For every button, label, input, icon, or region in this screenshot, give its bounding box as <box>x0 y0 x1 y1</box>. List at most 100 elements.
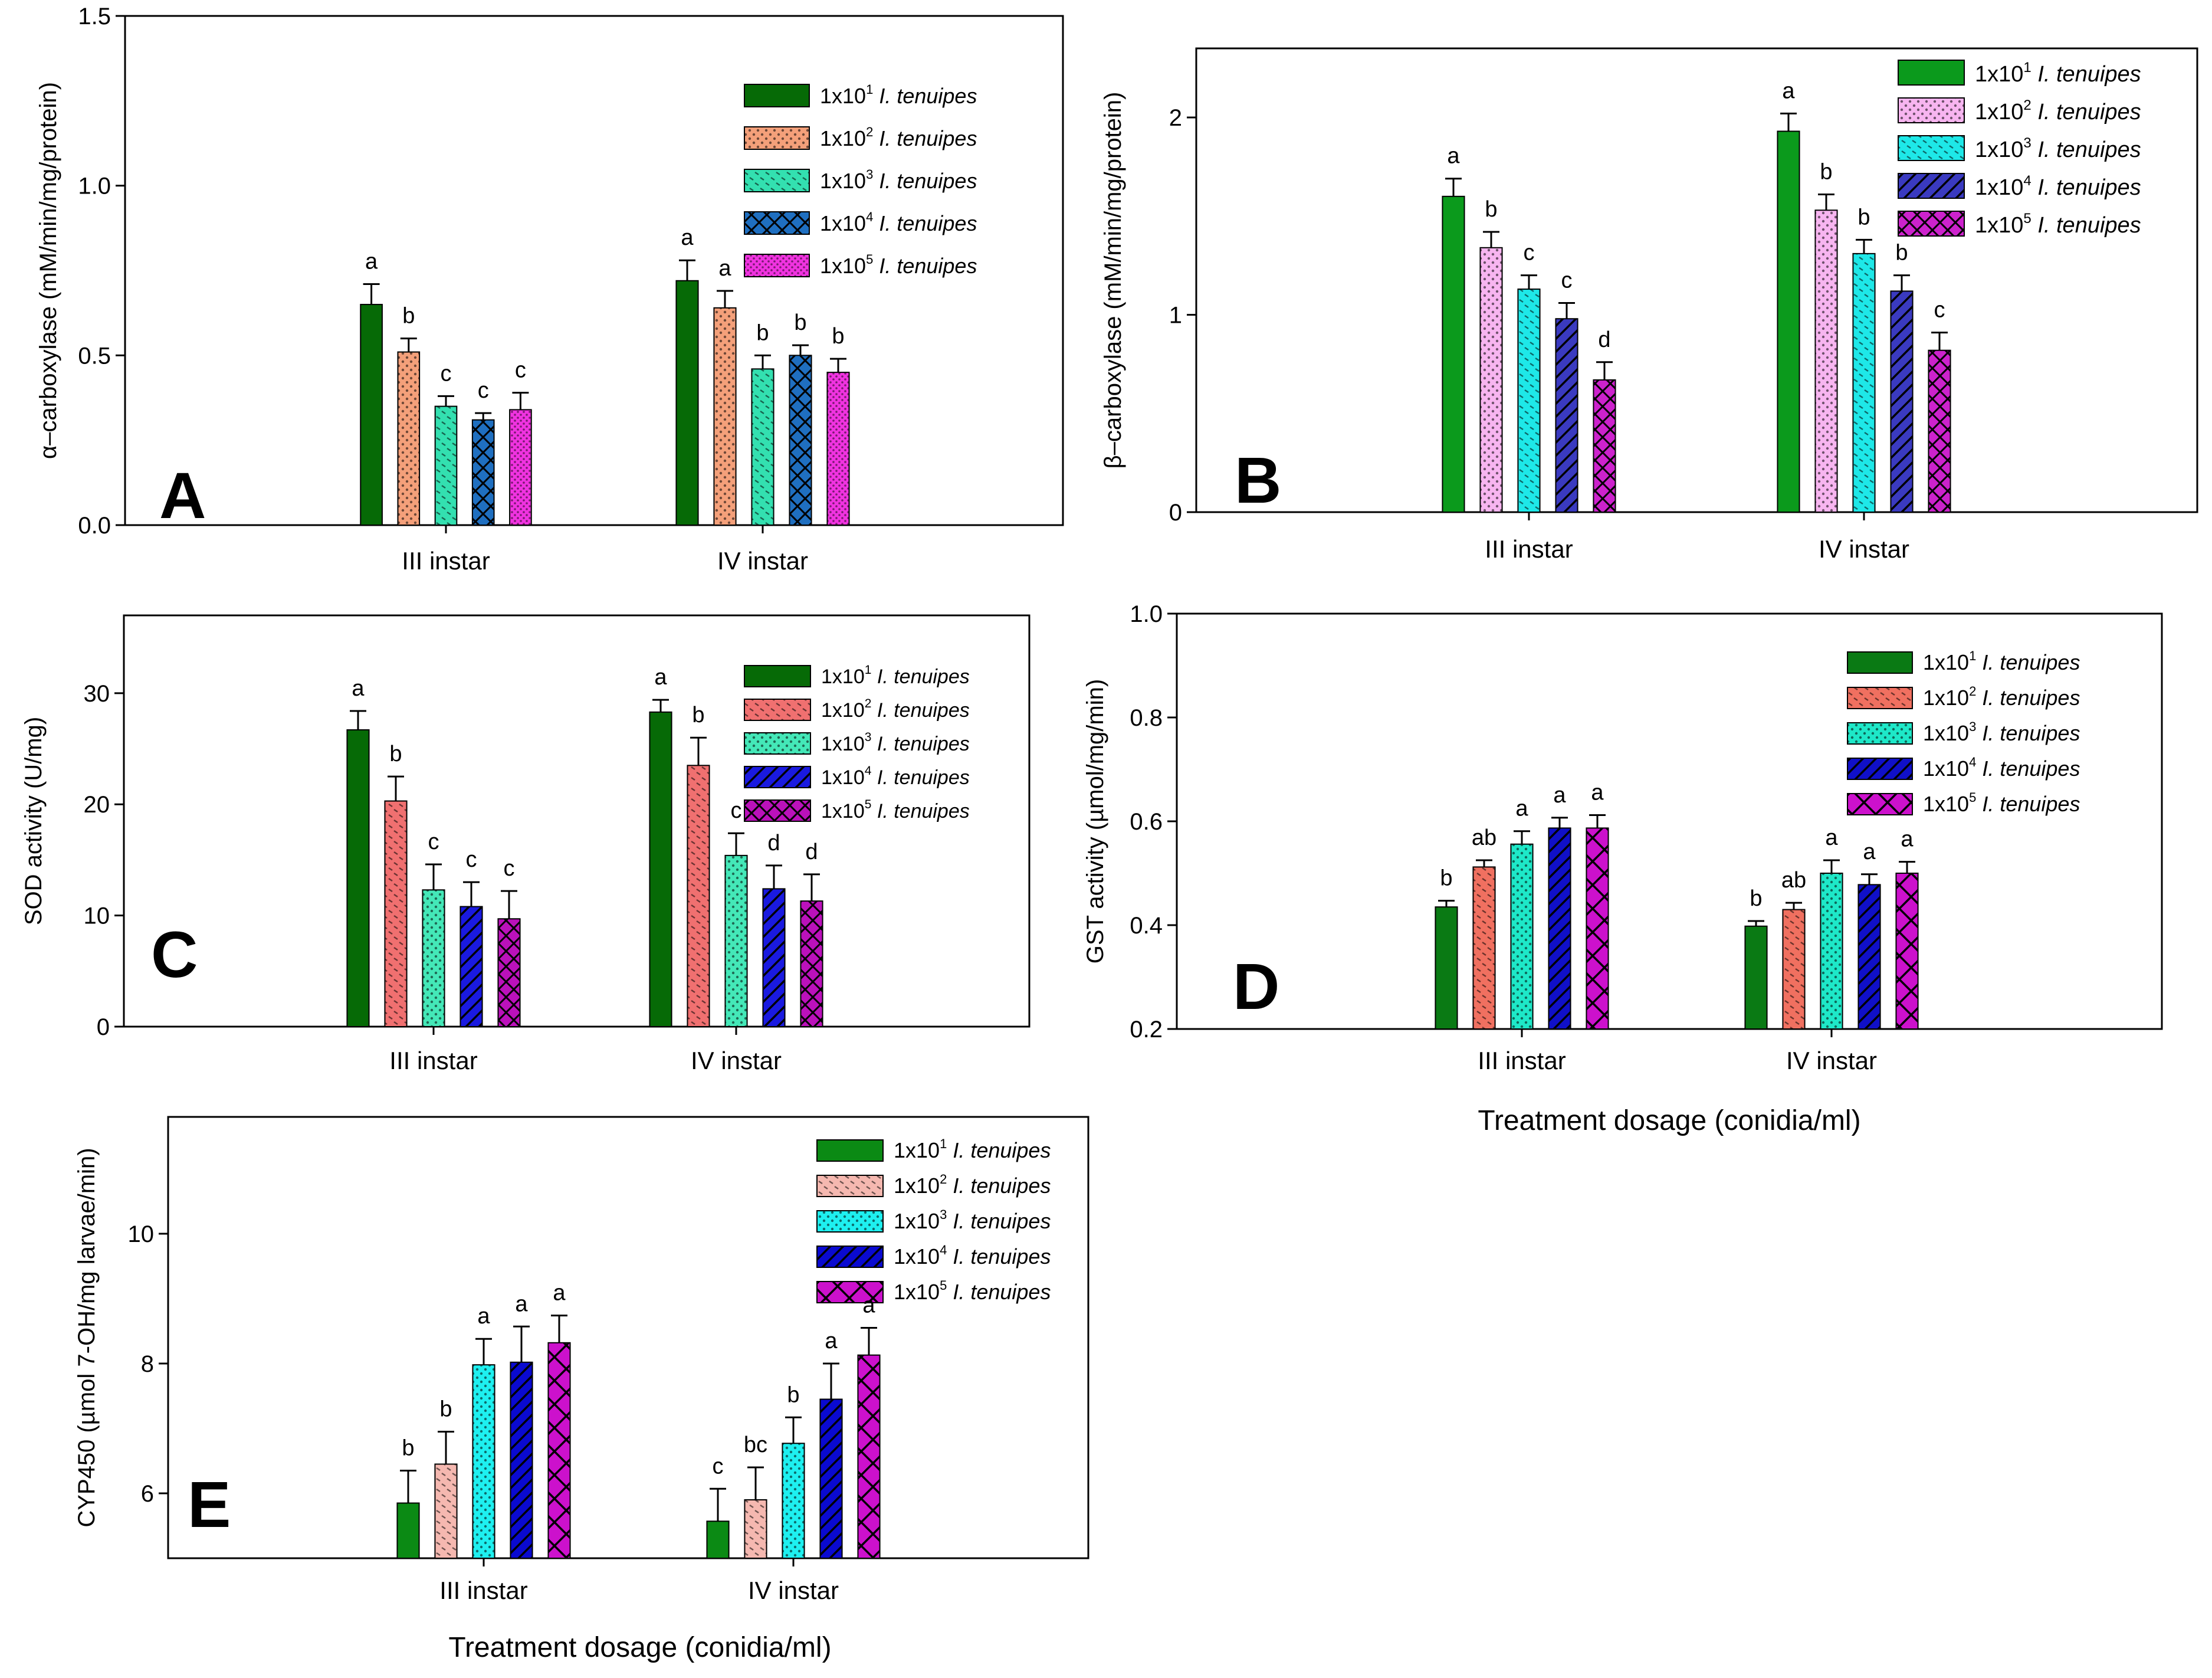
significance-letter: c <box>1934 298 1945 323</box>
legend-label: 1x103 I. tenuipes <box>820 167 977 193</box>
x-category-label: IV instar <box>691 1047 782 1074</box>
bar-pattern <box>1480 247 1502 512</box>
bar <box>675 280 699 526</box>
significance-letter: b <box>692 703 704 727</box>
significance-letter: b <box>1895 241 1908 266</box>
significance-letter: c <box>428 830 439 854</box>
bar-pattern <box>498 919 520 1027</box>
legend-label: 1x102 I. tenuipes <box>1975 97 2141 124</box>
significance-letter: c <box>713 1454 724 1479</box>
significance-letter: a <box>1863 840 1876 864</box>
bar-pattern <box>1593 379 1616 512</box>
bar-pattern <box>744 1500 767 1558</box>
bar <box>706 1520 730 1559</box>
legend-label: 1x102 I. tenuipes <box>1923 684 2080 710</box>
legend-swatch-pattern <box>1898 173 1964 198</box>
significance-letter: b <box>787 1382 799 1407</box>
y-tick-label: 1 <box>1169 303 1182 329</box>
significance-letter: b <box>1485 197 1497 222</box>
bar-pattern <box>1783 909 1805 1029</box>
legend-swatch-pattern <box>744 766 810 788</box>
y-axis-label: β–carboxylase (mM/min/mg/protein) <box>1100 92 1126 469</box>
significance-letter: b <box>389 742 402 766</box>
bar-pattern <box>751 369 774 525</box>
bar-pattern <box>435 406 457 525</box>
bar <box>346 729 370 1028</box>
bar-pattern <box>858 1355 880 1558</box>
bar-pattern <box>1555 319 1578 512</box>
legend-label: 1x102 I. tenuipes <box>821 697 970 722</box>
bar-pattern <box>472 1365 495 1558</box>
legend: 1x101 I. tenuipes 1x102 I. tenuipes 1x103 … <box>744 82 977 278</box>
significance-letter: a <box>1901 827 1914 852</box>
y-tick-label: 0.6 <box>1130 809 1163 835</box>
legend-label: 1x101 I. tenuipes <box>894 1136 1051 1162</box>
significance-letter: a <box>1515 797 1528 821</box>
legend: 1x101 I. tenuipes 1x102 I. tenuipes 1x103 … <box>816 1136 1051 1304</box>
significance-letter: a <box>862 1293 875 1318</box>
bar <box>649 711 672 1027</box>
significance-letter: c <box>441 361 452 386</box>
significance-letter: a <box>681 225 694 250</box>
bar-pattern <box>435 1464 457 1558</box>
legend-swatch-pattern <box>1847 794 1912 815</box>
y-tick-label: 30 <box>84 681 110 707</box>
legend-label: 1x105 I. tenuipes <box>1923 790 2080 816</box>
y-tick-label: 10 <box>84 903 110 929</box>
bar-pattern <box>800 901 823 1027</box>
x-axis-title: Treatment dosage (conidia/ml) <box>448 1632 831 1663</box>
significance-letter: b <box>1440 866 1452 891</box>
significance-letter: c <box>1524 241 1535 266</box>
significance-letter: a <box>365 250 378 274</box>
significance-letter: b <box>439 1397 452 1422</box>
significance-letter: a <box>825 1329 838 1353</box>
x-category-label: III instar <box>402 547 490 575</box>
legend-label: 1x104 I. tenuipes <box>821 764 970 789</box>
panel-letter: D <box>1233 951 1279 1023</box>
legend-swatch-pattern <box>1847 723 1912 744</box>
bar-pattern <box>714 307 736 525</box>
legend-swatch <box>816 1139 884 1162</box>
significance-letter: bc <box>744 1433 767 1457</box>
bar-pattern <box>725 855 747 1027</box>
bar <box>396 1502 420 1559</box>
bar-pattern <box>548 1342 570 1558</box>
significance-letter: a <box>1447 144 1460 169</box>
legend: 1x101 I. tenuipes 1x102 I. tenuipes 1x103 … <box>1898 60 2141 238</box>
bar-pattern <box>1820 873 1843 1029</box>
legend: 1x101 I. tenuipes 1x102 I. tenuipes 1x103 … <box>1847 648 2080 816</box>
legend-swatch-pattern <box>1847 687 1912 709</box>
significance-letter: a <box>515 1292 528 1316</box>
significance-letter: c <box>466 847 477 872</box>
significance-letter: d <box>767 831 780 856</box>
significance-letter: d <box>1598 327 1610 352</box>
x-category-label: III instar <box>1478 1047 1566 1074</box>
significance-letter: a <box>1591 780 1604 805</box>
significance-letter: a <box>553 1281 566 1306</box>
legend-label: 1x104 I. tenuipes <box>820 209 977 235</box>
legend-label: 1x103 I. tenuipes <box>894 1207 1051 1233</box>
bar-pattern <box>782 1443 805 1558</box>
bar-pattern <box>510 409 531 525</box>
bar <box>1435 906 1458 1030</box>
legend-swatch-pattern <box>817 1175 883 1197</box>
x-category-label: III instar <box>389 1047 477 1074</box>
legend-label: 1x105 I. tenuipes <box>1975 211 2141 238</box>
bar-pattern <box>820 1399 842 1558</box>
significance-letter: ab <box>1781 868 1806 893</box>
y-axis-label: SOD activity (U/mg) <box>21 717 47 925</box>
significance-letter: c <box>504 856 515 881</box>
legend-swatch-pattern <box>817 1246 883 1267</box>
legend-swatch <box>744 84 810 107</box>
legend-label: 1x104 I. tenuipes <box>1975 173 2141 200</box>
y-axis-label: α–carboxylase (mM/min/mg/protein) <box>35 82 61 459</box>
legend-label: 1x101 I. tenuipes <box>820 82 977 108</box>
legend-swatch-pattern <box>744 733 810 754</box>
x-axis-title: Treatment dosage (conidia/ml) <box>1478 1105 1860 1136</box>
plot-frame <box>167 1116 1089 1559</box>
